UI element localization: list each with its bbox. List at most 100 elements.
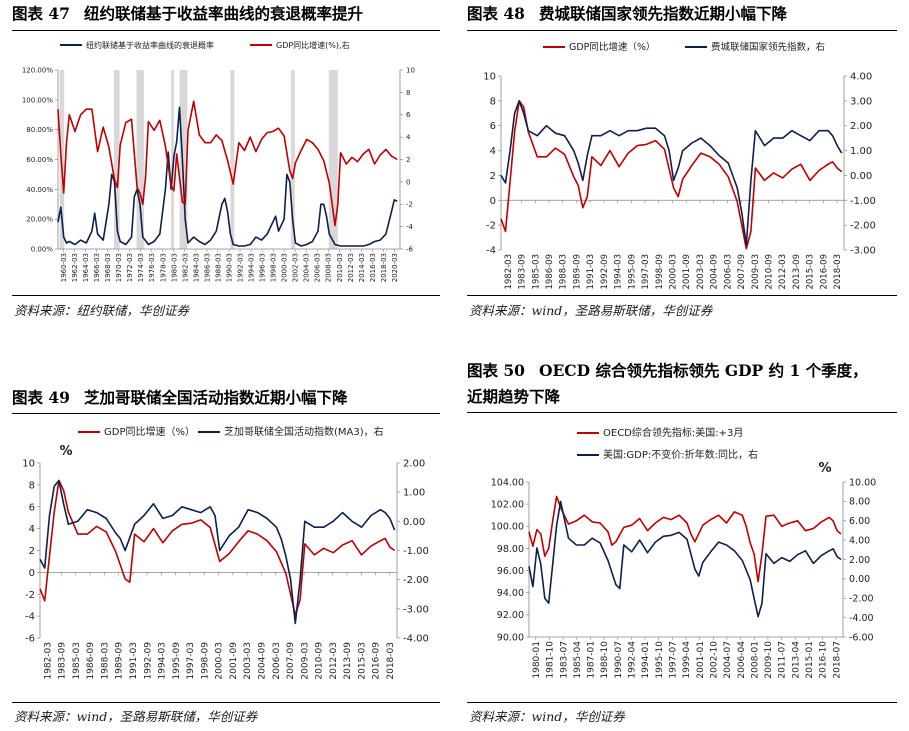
x-axis-tick-label: 2015-03	[357, 642, 367, 680]
left-axis-tick-label: 0.00%	[31, 245, 54, 253]
x-axis-tick-label: 2000-03	[281, 253, 289, 282]
series-line-left	[528, 495, 842, 583]
x-axis-tick-label: 1970-03	[115, 253, 123, 282]
left-axis-tick-label: 4	[29, 524, 35, 535]
left-axis-tick-label: 8	[29, 480, 35, 491]
x-axis-tick-label: 1982-03	[43, 642, 53, 680]
x-axis-tick-label: 2016-03	[369, 253, 377, 282]
figure-title: 芝加哥联储全国活动指数近期小幅下降	[83, 388, 348, 407]
x-axis-tick-label: 2008-03	[325, 253, 333, 282]
panel-title: 图表 48 费城联储国家领先指数近期小幅下降	[467, 3, 909, 25]
right-axis-tick-label: 2.00	[850, 121, 872, 132]
chart-47: 0.00% 20.00% 40.00% 60.00% 80.00% 100.00% 120.…	[22, 40, 415, 282]
right-axis-tick-label: -2	[406, 201, 413, 209]
x-axis-tick-label: 1960-03	[60, 253, 68, 282]
x-axis-tick-label: 1990-03	[225, 253, 233, 282]
right-axis-tick-label: -6.00	[849, 632, 874, 643]
x-axis-tick-label: 2003-03	[696, 254, 706, 290]
x-axis-tick-label: 2013-09	[343, 642, 353, 680]
left-axis-tick-label: 90.00	[497, 632, 524, 643]
figure-number: 图表 48	[467, 4, 525, 23]
x-axis-tick-label: 2008-01	[750, 641, 760, 679]
x-axis-tick-label: 1989-09	[572, 254, 582, 290]
left-axis-tick-label: 96.00	[497, 566, 524, 577]
source-note: 资料来源：纽约联储，华创证券	[14, 303, 190, 318]
x-axis-tick-label: 1994-01	[641, 641, 651, 679]
panel-title: 图表 50 OECD 综合领先指标领先 GDP 约 1 个季度，	[467, 360, 909, 382]
left-axis-tick-label: 10	[22, 459, 35, 470]
right-axis-tick-label: 0.00	[850, 171, 872, 182]
recession-band	[136, 70, 144, 249]
right-axis-tick-label: 1.00	[850, 146, 872, 157]
x-axis-tick-label: 1995-10	[655, 641, 665, 679]
title-rule	[12, 413, 440, 414]
x-axis-tick-label: 2014-03	[358, 253, 366, 282]
x-axis-tick-label: 1984-03	[192, 253, 200, 282]
figure-number: 图表 49	[12, 388, 70, 407]
x-axis-tick-label: 1994-03	[614, 254, 624, 290]
x-axis-tick-label: 1992-09	[600, 254, 610, 290]
x-axis-tick-label: 1996-03	[259, 253, 267, 282]
x-axis-tick-label: 2007-09	[286, 642, 296, 680]
x-axis-tick-label: 2013-04	[791, 641, 801, 679]
x-axis-tick-label: 1987-01	[587, 641, 597, 679]
right-axis-tick-label: 8.00	[849, 497, 870, 508]
series-line-right	[57, 100, 398, 227]
source-rule	[12, 702, 440, 703]
x-axis-tick-label: 1974-03	[137, 253, 145, 282]
left-axis-tick-label: 100.00%	[22, 96, 53, 104]
left-axis-tick-label: 80.00%	[26, 126, 53, 134]
x-axis-tick-label: 1997-03	[186, 642, 196, 680]
left-axis-tick-label: 100.00	[491, 522, 524, 533]
legend-label: 美国:GDP:不变价:折年数:同比，右	[603, 448, 758, 461]
right-axis-tick-label: -2.00	[850, 221, 876, 232]
x-axis-tick-label: 1966-03	[93, 253, 101, 282]
x-axis-tick-label: 1985-03	[531, 254, 541, 290]
source-rule	[467, 702, 897, 703]
panel-chart-48: 图表 48 费城联储国家领先指数近期小幅下降 -4 -2 0 2 4 6 8 10 -3.00 -2…	[455, 0, 909, 331]
x-axis-tick-label: 2012-03	[329, 642, 339, 680]
right-axis-tick-label: -1.00	[403, 546, 429, 557]
x-axis-tick-label: 2003-03	[243, 642, 253, 680]
source-note: 资料来源：wind，华创证券	[469, 709, 625, 724]
x-axis-tick-label: 2009-03	[751, 254, 761, 290]
x-axis-tick-label: 2002-10	[709, 641, 719, 679]
x-axis-tick-label: 1982-03	[504, 254, 514, 290]
legend-label: GDP同比增速（%）	[569, 41, 655, 53]
x-axis-tick-label: 2012-03	[347, 253, 355, 282]
x-axis-tick-label: 1978-03	[159, 253, 167, 282]
x-axis-tick-label: 1981-10	[546, 641, 556, 679]
x-axis-tick-label: 1988-03	[559, 254, 569, 290]
panel-chart-49: 图表 49 芝加哥联储全国活动指数近期小幅下降 -6 -4 -2 0 2 4 6 8 10 -4.0…	[0, 380, 445, 731]
figure-title: 纽约联储基于收益率曲线的衰退概率提升	[83, 4, 363, 23]
legend-label: 费城联储国家领先指数，右	[711, 41, 825, 53]
x-axis-tick-label: 1976-03	[148, 253, 156, 282]
title-rule	[12, 30, 440, 31]
x-axis-tick-label: 2012-03	[778, 254, 788, 290]
series-line-right	[528, 500, 842, 618]
chart-48: -4 -2 0 2 4 6 8 10 -3.00 -2.00 -1.00 0.00 1.00 2.00 3.…	[483, 41, 876, 290]
series-line-left	[57, 106, 398, 247]
x-axis-tick-label: 1972-03	[126, 253, 134, 282]
left-axis-tick-label: 98.00	[497, 544, 524, 555]
x-axis-tick-label: 1997-07	[668, 641, 678, 679]
left-axis-tick-label: -6	[25, 634, 35, 645]
recession-band	[179, 70, 188, 249]
left-axis-tick-label: -2	[25, 590, 35, 601]
x-axis-tick-label: 2016-09	[819, 254, 829, 290]
x-axis-tick-label: 2020-03	[391, 253, 399, 282]
right-axis-tick-label: 2.00	[849, 555, 870, 566]
source-note: 资料来源：wind，圣路易斯联储，华创证券	[14, 709, 258, 724]
x-axis-tick-label: 2001-01	[696, 641, 706, 679]
series-line-left	[500, 100, 843, 250]
right-axis-tick-label: 0	[406, 178, 410, 186]
right-axis-tick-label: -4.00	[403, 634, 429, 645]
recession-band	[328, 70, 338, 249]
left-axis-tick-label: 92.00	[497, 610, 524, 621]
x-axis-tick-label: 2000-03	[668, 254, 678, 290]
left-axis-tick-label: 120.00%	[22, 66, 53, 74]
left-axis-tick-label: 0	[29, 568, 35, 579]
unit-label: %	[818, 461, 831, 476]
x-axis-tick-label: 2010-03	[336, 253, 344, 282]
x-axis-tick-label: 2006-03	[723, 254, 733, 290]
